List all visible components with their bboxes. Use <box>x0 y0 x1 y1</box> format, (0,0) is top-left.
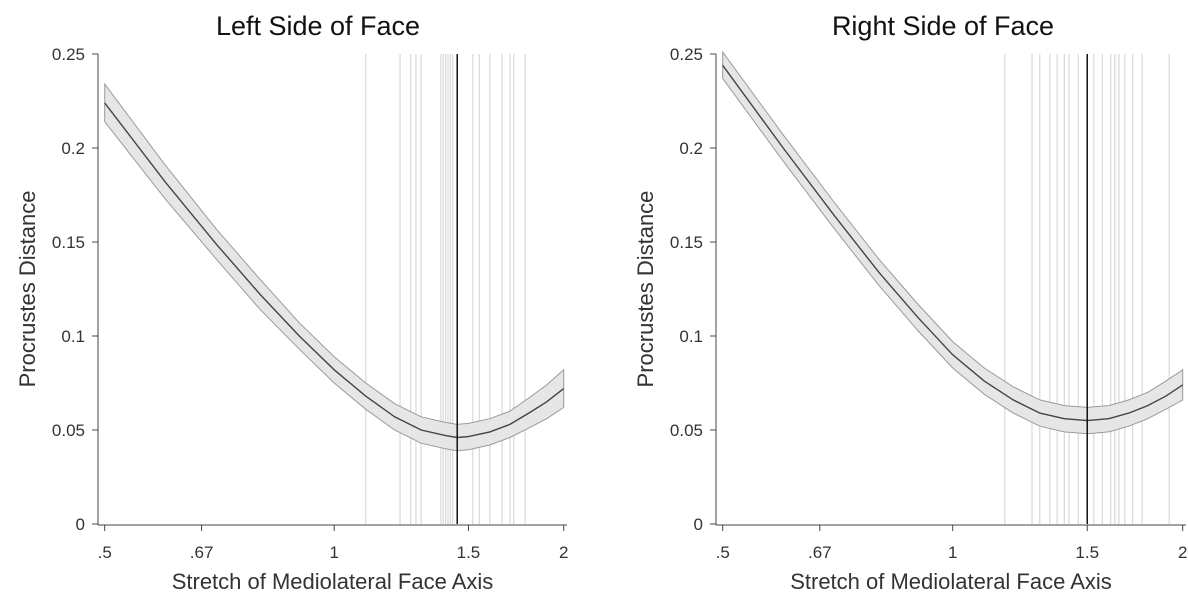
x-tick-label: .5 <box>98 543 112 562</box>
x-tick-label: 2 <box>559 543 568 562</box>
y-tick-label: 0.15 <box>670 233 703 252</box>
y-tick-label: 0.2 <box>61 139 85 158</box>
fitted-curve <box>104 102 565 439</box>
confidence-band <box>722 50 1184 435</box>
chart-title: Right Side of Face <box>832 11 1054 41</box>
y-tick-label: 0.25 <box>670 45 703 64</box>
confidence-band <box>104 82 565 452</box>
y-tick-label: 0 <box>76 515 85 534</box>
x-axis-label: Stretch of Mediolateral Face Axis <box>172 569 494 594</box>
x-tick-label: .67 <box>808 543 832 562</box>
y-axis-label: Procrustes Distance <box>633 191 658 388</box>
x-tick-label: .67 <box>190 543 214 562</box>
y-tick-label: 0.05 <box>670 421 703 440</box>
x-tick-label: 1 <box>948 543 957 562</box>
fitted-curve <box>722 64 1184 422</box>
x-tick-label: .5 <box>716 543 730 562</box>
x-axis-label: Stretch of Mediolateral Face Axis <box>790 569 1112 594</box>
y-tick-label: 0.1 <box>679 327 703 346</box>
x-tick-label: 2 <box>1178 543 1187 562</box>
y-tick-label: 0.1 <box>61 327 85 346</box>
x-tick-label: 1.5 <box>1075 543 1099 562</box>
x-tick-label: 1.5 <box>457 543 481 562</box>
x-tick-label: 1 <box>329 543 338 562</box>
y-tick-label: 0 <box>694 515 703 534</box>
y-axis-label: Procrustes Distance <box>15 191 40 388</box>
y-tick-label: 0.2 <box>679 139 703 158</box>
chart-panel-2: 0 0.05 0.1 0.15 0.2 0.25 .5 .67 1 1.5 2 Right Side … <box>633 11 1187 594</box>
chart-title: Left Side of Face <box>216 11 420 41</box>
y-tick-label: 0.25 <box>52 45 85 64</box>
y-tick-label: 0.05 <box>52 421 85 440</box>
y-tick-label: 0.15 <box>52 233 85 252</box>
chart-panel-1: 0 0.05 0.1 0.15 0.2 0.25 .5 .67 1 1.5 2 Left Side o… <box>15 11 568 594</box>
